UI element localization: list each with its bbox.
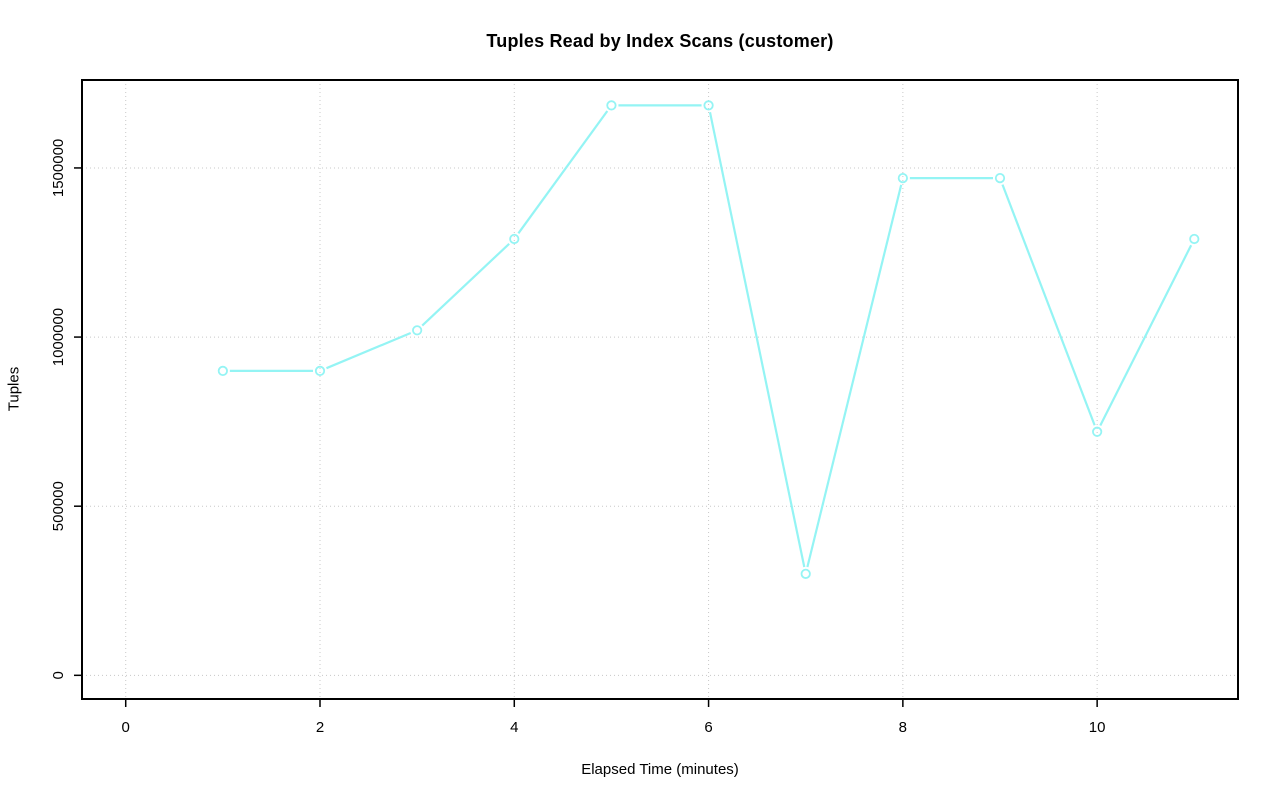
data-point-marker [412,325,423,336]
series-line-segment [1099,244,1193,427]
data-point-marker [217,365,228,376]
data-point-marker [509,233,520,245]
data-point-marker [314,365,326,376]
x-axis-title: Elapsed Time (minutes) [581,761,739,778]
series-line-segment [708,111,806,568]
series-line-segment [421,242,510,327]
y-tick-label: 1000000 [50,308,67,366]
series-line-segment [517,110,609,234]
data-point-marker [800,568,811,579]
x-tick-label: 4 [510,719,518,736]
data-point-marker [1189,233,1200,245]
data-point-marker [897,172,908,184]
data-point-marker [703,100,714,111]
series-line-segment [326,331,412,370]
y-tick-label: 500000 [50,481,67,531]
chart-title: Tuples Read by Index Scans (customer) [486,31,834,51]
x-tick-label: 0 [122,719,130,736]
x-tick-label: 8 [899,719,907,736]
y-tick-label: 1500000 [50,139,67,197]
plot-border-box [81,79,1239,700]
series-line-segment [806,184,903,568]
x-tick-label: 2 [316,719,324,736]
x-tick-label: 6 [704,719,712,736]
x-tick-label: 10 [1089,719,1106,736]
data-point-marker [1092,426,1103,437]
data-point-marker [994,172,1006,184]
data-point-marker [606,100,617,111]
series-line-segment [1001,184,1096,426]
y-tick-label: 0 [50,671,67,679]
